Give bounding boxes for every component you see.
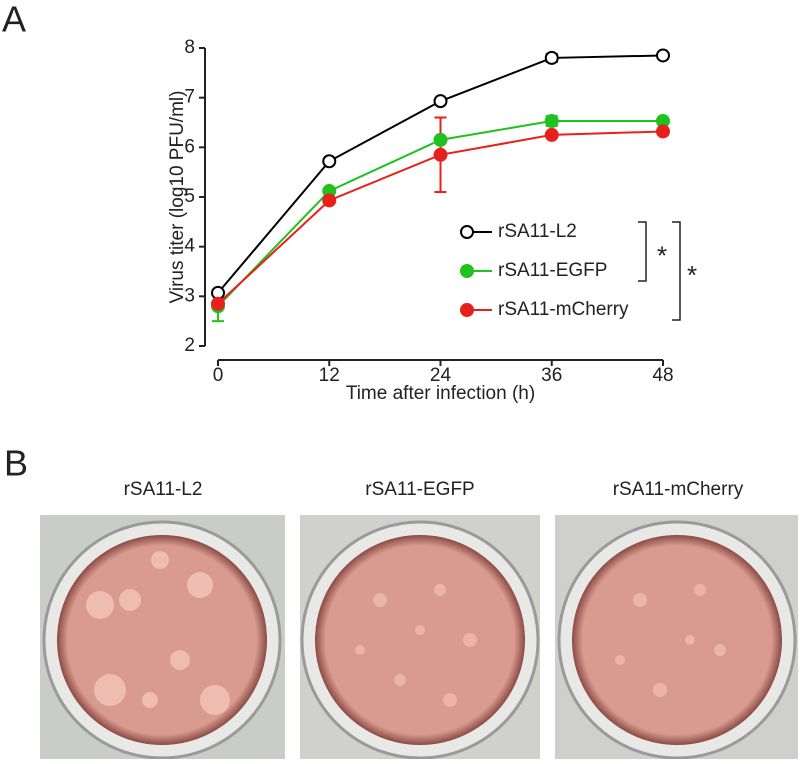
y-tick-label: 2 — [184, 335, 195, 356]
x-tick-label: 48 — [652, 365, 673, 386]
photo-caption: rSA11-L2 — [124, 479, 203, 500]
x-tick-label: 24 — [430, 365, 452, 386]
legend-label: rSA11-mCherry — [498, 299, 629, 320]
legend-marker — [460, 303, 474, 317]
y-tick-label: 7 — [184, 87, 195, 108]
y-tick-label: 5 — [184, 186, 195, 207]
x-tick-label: 36 — [541, 365, 562, 386]
data-point — [544, 114, 559, 129]
photo — [40, 515, 285, 760]
data-point — [544, 127, 559, 142]
line-chart: 2 3 4 5 6 7 8 0 12 24 36 48 Time after infection (h)… — [167, 37, 697, 404]
data-point — [433, 147, 448, 162]
legend-marker — [460, 264, 474, 278]
y-tick-label: 8 — [184, 37, 195, 58]
significance-bracket — [638, 221, 647, 282]
photo-caption: rSA11-EGFP — [365, 479, 474, 500]
y-tick-label: 6 — [184, 136, 195, 157]
legend-marker — [460, 225, 474, 239]
legend-label: rSA11-L2 — [498, 221, 577, 242]
significance-bracket — [672, 221, 681, 321]
significance-mark: * — [657, 240, 667, 270]
y-tick-label: 3 — [184, 285, 195, 306]
x-axis-label: Time after infection (h) — [346, 383, 535, 404]
data-point — [322, 154, 337, 169]
data-point — [656, 124, 670, 139]
significance-mark: * — [687, 260, 697, 290]
photo-caption: rSA11-mCherry — [613, 479, 744, 500]
panel-label: B — [4, 443, 28, 484]
data-point — [544, 50, 559, 65]
legend-label: rSA11-EGFP — [498, 260, 607, 281]
x-tick-label: 0 — [213, 365, 224, 386]
data-point — [433, 132, 448, 147]
data-point — [322, 193, 337, 208]
photo — [555, 515, 798, 760]
data-point — [433, 94, 448, 109]
data-point — [656, 48, 670, 63]
data-point — [211, 296, 225, 311]
x-tick-label: 12 — [319, 365, 340, 386]
y-axis-label: Virus titer (log10 PFU/ml) — [167, 91, 188, 304]
y-tick-label: 4 — [184, 236, 195, 257]
photo — [300, 515, 540, 760]
panel-label: A — [2, 0, 26, 40]
